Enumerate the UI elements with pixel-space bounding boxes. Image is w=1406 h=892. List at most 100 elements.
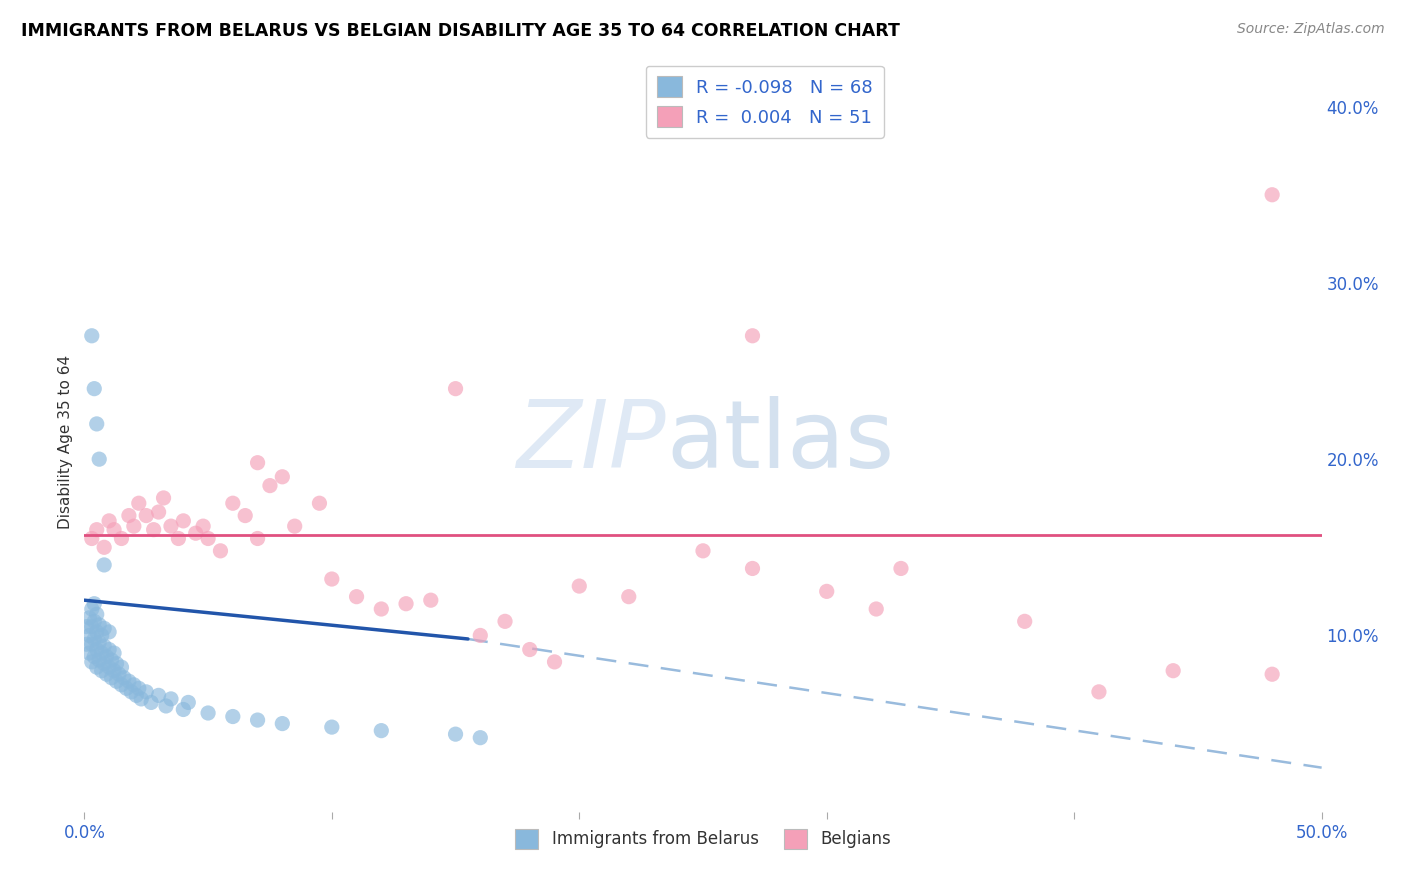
Point xyxy=(172,514,194,528)
Point xyxy=(129,692,152,706)
Point xyxy=(160,692,183,706)
Point xyxy=(444,382,467,396)
Point xyxy=(741,328,763,343)
Point xyxy=(259,478,281,492)
Point xyxy=(494,615,516,629)
Point xyxy=(90,664,112,678)
Point xyxy=(617,590,640,604)
Point xyxy=(90,628,112,642)
Point xyxy=(80,532,103,546)
Point xyxy=(148,505,170,519)
Point xyxy=(135,508,157,523)
Point xyxy=(89,635,111,649)
Point xyxy=(1014,615,1036,629)
Point xyxy=(79,628,101,642)
Point xyxy=(93,541,115,555)
Point xyxy=(98,660,121,674)
Point xyxy=(167,532,190,546)
Point xyxy=(83,632,105,646)
Point xyxy=(184,526,207,541)
Point xyxy=(191,519,214,533)
Point xyxy=(692,544,714,558)
Point xyxy=(103,646,125,660)
Point xyxy=(98,624,121,639)
Point xyxy=(93,657,115,671)
Point xyxy=(160,519,183,533)
Point xyxy=(96,667,118,681)
Point xyxy=(1261,187,1284,202)
Point xyxy=(118,508,141,523)
Point xyxy=(470,731,492,745)
Point xyxy=(86,624,108,639)
Point xyxy=(110,532,132,546)
Point xyxy=(519,642,541,657)
Point xyxy=(419,593,441,607)
Point xyxy=(83,615,105,629)
Point xyxy=(152,491,174,505)
Point xyxy=(222,496,245,510)
Point xyxy=(890,561,912,575)
Point xyxy=(86,417,108,431)
Point xyxy=(79,646,101,660)
Point xyxy=(122,519,145,533)
Point xyxy=(86,660,108,674)
Point xyxy=(142,523,165,537)
Point xyxy=(135,685,157,699)
Point xyxy=(86,607,108,622)
Point xyxy=(444,727,467,741)
Text: IMMIGRANTS FROM BELARUS VS BELGIAN DISABILITY AGE 35 TO 64 CORRELATION CHART: IMMIGRANTS FROM BELARUS VS BELGIAN DISAB… xyxy=(21,22,900,40)
Point xyxy=(83,597,105,611)
Point xyxy=(98,642,121,657)
Point xyxy=(118,674,141,689)
Point xyxy=(80,328,103,343)
Point xyxy=(370,723,392,738)
Point xyxy=(76,637,98,651)
Point xyxy=(86,642,108,657)
Point xyxy=(103,664,125,678)
Point xyxy=(103,523,125,537)
Point xyxy=(108,667,131,681)
Point xyxy=(246,713,269,727)
Point xyxy=(112,671,135,685)
Legend: Immigrants from Belarus, Belgians: Immigrants from Belarus, Belgians xyxy=(509,822,897,855)
Point xyxy=(865,602,887,616)
Point xyxy=(222,709,245,723)
Point xyxy=(197,532,219,546)
Point xyxy=(1261,667,1284,681)
Point xyxy=(110,678,132,692)
Point xyxy=(172,702,194,716)
Point xyxy=(470,628,492,642)
Point xyxy=(98,514,121,528)
Point xyxy=(233,508,256,523)
Point xyxy=(80,602,103,616)
Point xyxy=(370,602,392,616)
Point xyxy=(321,720,343,734)
Point xyxy=(321,572,343,586)
Point xyxy=(83,649,105,664)
Point xyxy=(128,496,150,510)
Point xyxy=(246,532,269,546)
Point xyxy=(110,660,132,674)
Point xyxy=(89,618,111,632)
Point xyxy=(209,544,232,558)
Point xyxy=(100,653,122,667)
Point xyxy=(128,681,150,696)
Y-axis label: Disability Age 35 to 64: Disability Age 35 to 64 xyxy=(58,354,73,529)
Point xyxy=(141,695,163,709)
Point xyxy=(395,597,418,611)
Point xyxy=(90,646,112,660)
Point xyxy=(568,579,591,593)
Text: atlas: atlas xyxy=(666,395,894,488)
Point xyxy=(80,619,103,633)
Point xyxy=(115,681,138,696)
Point xyxy=(543,655,565,669)
Point xyxy=(148,689,170,703)
Point xyxy=(271,470,294,484)
Point xyxy=(80,655,103,669)
Point xyxy=(155,698,177,713)
Point xyxy=(100,671,122,685)
Point xyxy=(741,561,763,575)
Point xyxy=(79,611,101,625)
Point xyxy=(284,519,307,533)
Point xyxy=(308,496,330,510)
